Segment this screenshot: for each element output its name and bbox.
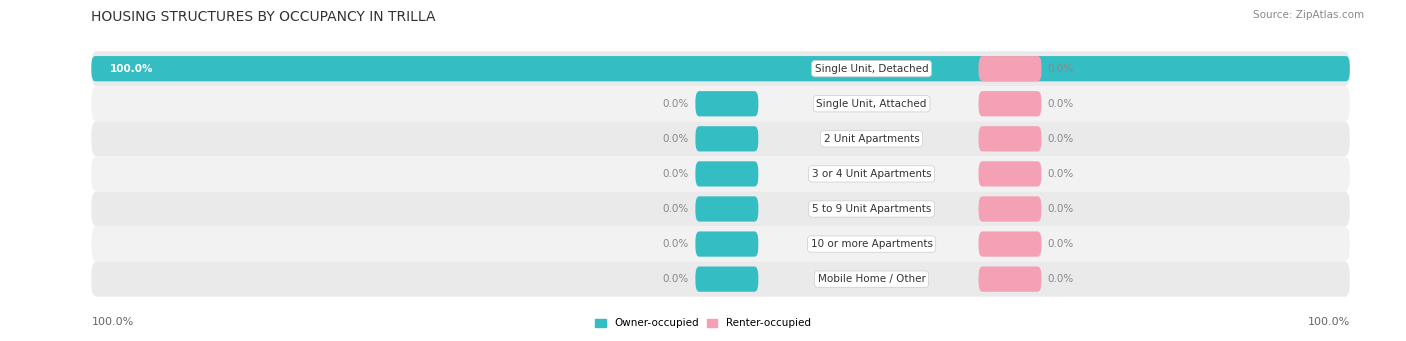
Text: 100.0%: 100.0% <box>110 64 153 74</box>
FancyBboxPatch shape <box>696 161 758 187</box>
Text: 0.0%: 0.0% <box>1047 204 1074 214</box>
Text: 5 to 9 Unit Apartments: 5 to 9 Unit Apartments <box>811 204 931 214</box>
FancyBboxPatch shape <box>91 191 1350 226</box>
Legend: Owner-occupied, Renter-occupied: Owner-occupied, Renter-occupied <box>591 314 815 332</box>
FancyBboxPatch shape <box>91 262 1350 297</box>
FancyBboxPatch shape <box>979 267 1042 292</box>
Text: 0.0%: 0.0% <box>1047 134 1074 144</box>
Text: 0.0%: 0.0% <box>1047 64 1074 74</box>
FancyBboxPatch shape <box>979 232 1042 257</box>
FancyBboxPatch shape <box>696 126 758 151</box>
FancyBboxPatch shape <box>696 91 758 116</box>
FancyBboxPatch shape <box>979 196 1042 222</box>
FancyBboxPatch shape <box>979 161 1042 187</box>
FancyBboxPatch shape <box>91 226 1350 262</box>
Text: Mobile Home / Other: Mobile Home / Other <box>818 274 925 284</box>
Text: HOUSING STRUCTURES BY OCCUPANCY IN TRILLA: HOUSING STRUCTURES BY OCCUPANCY IN TRILL… <box>91 10 436 24</box>
FancyBboxPatch shape <box>91 56 1350 81</box>
Text: Source: ZipAtlas.com: Source: ZipAtlas.com <box>1253 10 1364 20</box>
FancyBboxPatch shape <box>979 126 1042 151</box>
FancyBboxPatch shape <box>91 157 1350 191</box>
Text: 0.0%: 0.0% <box>662 134 689 144</box>
FancyBboxPatch shape <box>91 86 1350 121</box>
Text: 0.0%: 0.0% <box>662 204 689 214</box>
Text: Single Unit, Detached: Single Unit, Detached <box>814 64 928 74</box>
Text: 10 or more Apartments: 10 or more Apartments <box>811 239 932 249</box>
Text: 100.0%: 100.0% <box>1308 317 1350 327</box>
Text: 3 or 4 Unit Apartments: 3 or 4 Unit Apartments <box>811 169 931 179</box>
FancyBboxPatch shape <box>91 51 1350 86</box>
Text: 0.0%: 0.0% <box>1047 169 1074 179</box>
Text: 2 Unit Apartments: 2 Unit Apartments <box>824 134 920 144</box>
Text: 0.0%: 0.0% <box>662 99 689 109</box>
FancyBboxPatch shape <box>696 267 758 292</box>
Text: 0.0%: 0.0% <box>662 239 689 249</box>
Text: Single Unit, Attached: Single Unit, Attached <box>817 99 927 109</box>
Text: 0.0%: 0.0% <box>662 169 689 179</box>
Text: 0.0%: 0.0% <box>1047 239 1074 249</box>
FancyBboxPatch shape <box>696 232 758 257</box>
FancyBboxPatch shape <box>979 56 1042 81</box>
FancyBboxPatch shape <box>696 196 758 222</box>
Text: 0.0%: 0.0% <box>662 274 689 284</box>
Text: 100.0%: 100.0% <box>91 317 134 327</box>
Text: 0.0%: 0.0% <box>1047 99 1074 109</box>
Text: 0.0%: 0.0% <box>1047 274 1074 284</box>
FancyBboxPatch shape <box>979 91 1042 116</box>
FancyBboxPatch shape <box>91 121 1350 157</box>
